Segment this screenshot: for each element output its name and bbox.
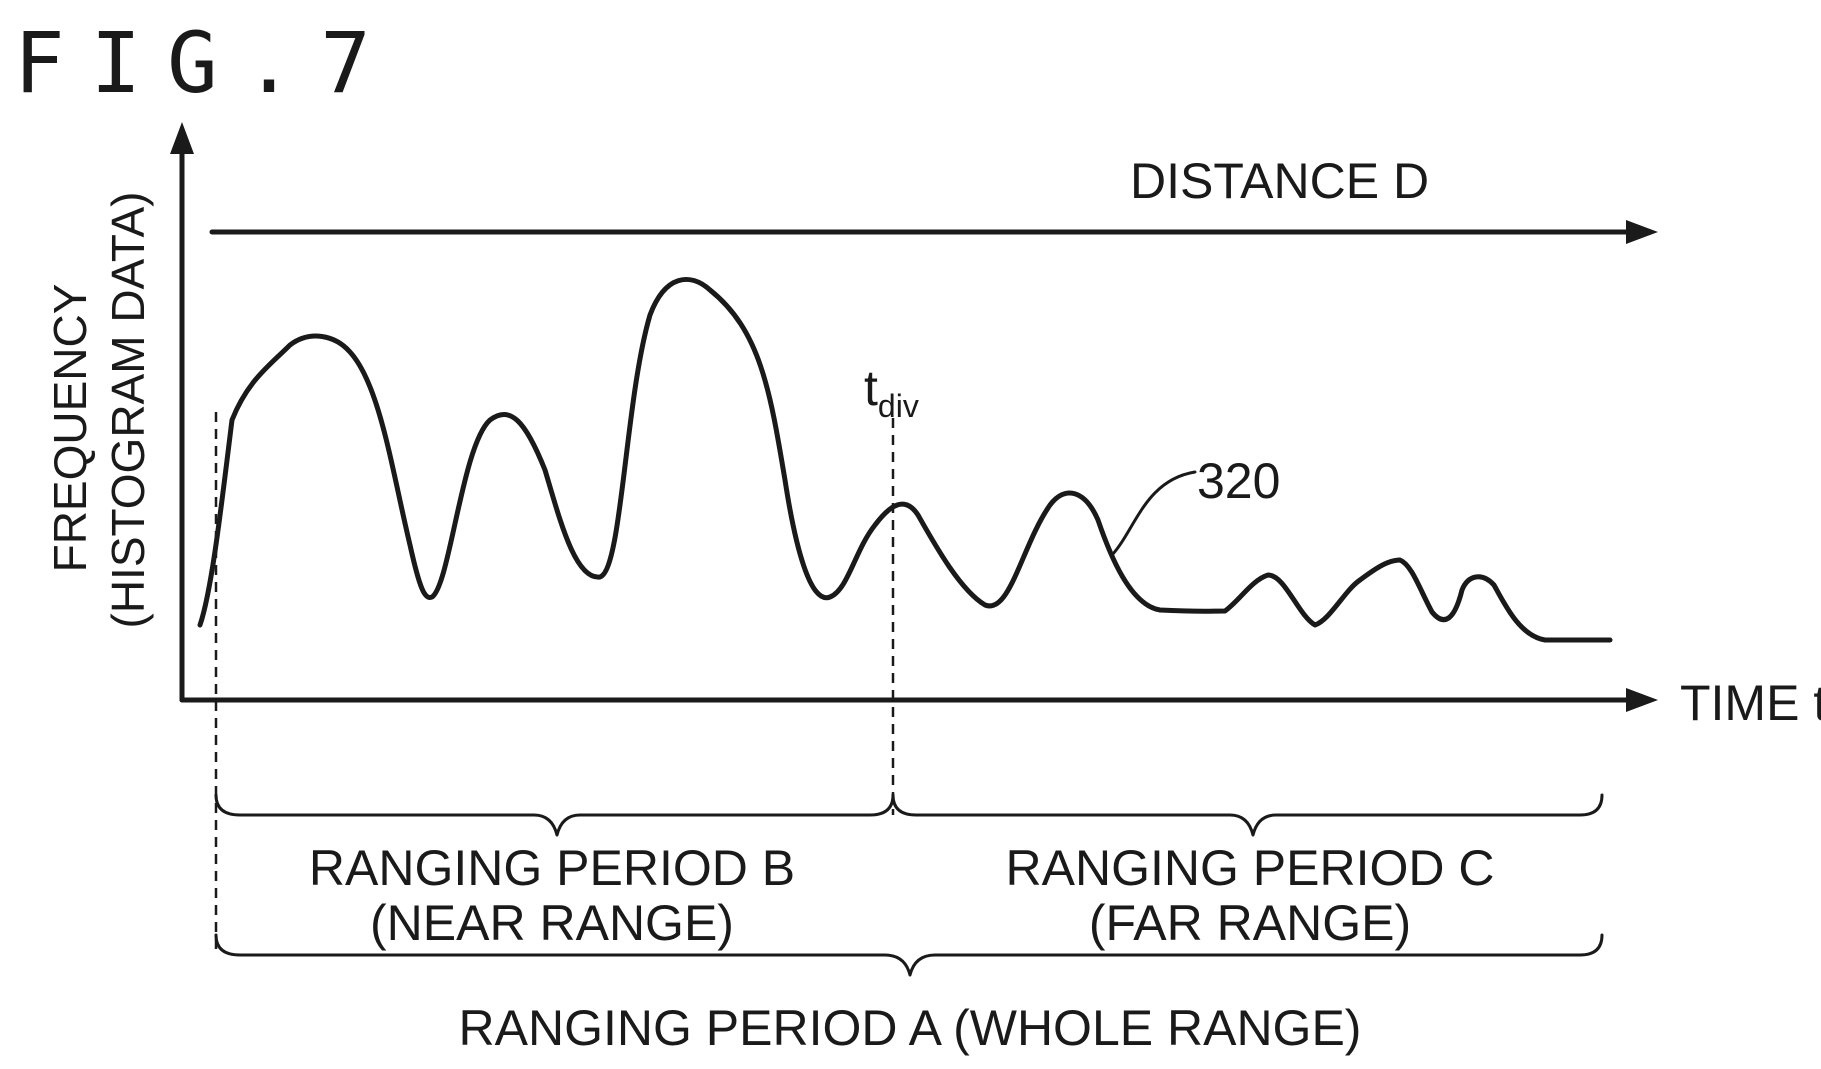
distance-arrowhead — [1626, 220, 1658, 244]
tdiv-label: tdiv — [864, 360, 919, 424]
period-b-range: (NEAR RANGE) — [370, 895, 734, 951]
distance-arrow — [209, 220, 1658, 244]
tdiv-label-sub: div — [878, 388, 919, 424]
period-b-label: RANGING PERIOD B — [309, 840, 795, 896]
brace-period-a — [214, 933, 1604, 977]
x-axis-label: TIME t — [1680, 675, 1821, 731]
brace-period-c — [891, 793, 1604, 837]
histogram-curve-320 — [197, 277, 1613, 643]
period-c-label: RANGING PERIOD C — [1006, 840, 1495, 896]
y-axis-label-line2: (HISTOGRAM DATA) — [102, 192, 154, 629]
tdiv-label-main: t — [864, 360, 878, 416]
figure-title: FIG.7 — [14, 14, 397, 112]
period-c-range: (FAR RANGE) — [1089, 895, 1411, 951]
curve-reference-leader — [1110, 470, 1197, 557]
y-axis — [170, 122, 194, 703]
x-axis — [179, 688, 1658, 712]
distance-label: DISTANCE D — [1130, 153, 1429, 209]
x-axis-arrowhead — [1626, 688, 1658, 712]
y-axis-label-line1: FREQUENCY — [44, 284, 96, 573]
curve-reference-label: 320 — [1197, 453, 1280, 509]
y-axis-arrowhead — [170, 122, 194, 154]
period-a-label: RANGING PERIOD A (WHOLE RANGE) — [459, 1000, 1362, 1056]
brace-period-b — [214, 793, 895, 837]
